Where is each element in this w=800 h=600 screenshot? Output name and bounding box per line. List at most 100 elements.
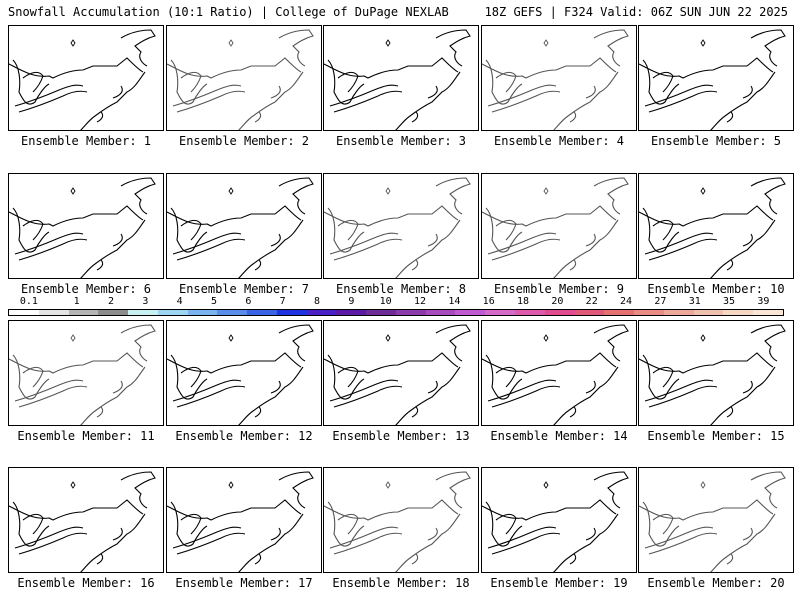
colorbar-segment <box>485 310 516 315</box>
colorbar-segment <box>366 310 396 315</box>
ensemble-panel <box>481 467 637 573</box>
colorbar-segment <box>9 310 39 315</box>
island-marker <box>385 334 391 342</box>
coastline-path <box>327 354 365 400</box>
coastline-path <box>639 205 774 227</box>
coastline-path <box>324 352 459 374</box>
coastline-path <box>9 57 144 79</box>
coastline-path <box>18 532 88 555</box>
island-marker <box>385 39 391 47</box>
map-outline <box>639 471 786 572</box>
coastline-path <box>12 354 50 400</box>
coastline-path <box>112 233 123 247</box>
colorbar-segment <box>187 310 218 315</box>
coastline-path <box>395 513 461 572</box>
coastline-path <box>329 379 399 402</box>
island-marker <box>543 187 549 195</box>
island-marker <box>385 187 391 195</box>
coastline-path <box>14 526 84 549</box>
colorbar-segment <box>128 310 158 315</box>
colorbar-tick-label: 1 <box>73 296 80 307</box>
coastline-path <box>270 233 281 247</box>
coastline-path <box>270 85 281 99</box>
coastline-path <box>170 207 208 253</box>
coastline-path <box>395 366 461 425</box>
coastline-path <box>553 366 619 425</box>
coastline-path <box>487 379 557 402</box>
coastline-path <box>180 71 202 93</box>
colorbar-segment <box>663 310 694 315</box>
colorbar-segment <box>98 310 129 315</box>
coastline-path <box>176 238 246 261</box>
coastline-path <box>9 499 144 521</box>
coastline-path <box>553 219 619 278</box>
map-outline <box>324 177 471 278</box>
colorbar-tick-label: 4 <box>176 296 183 307</box>
coastline-path <box>18 238 88 261</box>
coastline-path <box>495 219 517 241</box>
coastline-path <box>278 324 314 362</box>
coastline-path <box>411 111 419 123</box>
island-marker <box>70 481 76 489</box>
coastline-path <box>120 29 156 67</box>
coastline-path <box>9 205 144 227</box>
coastline-path <box>593 177 629 215</box>
coastline-path <box>648 90 718 113</box>
coastline-path <box>14 232 84 255</box>
coastline-path <box>495 366 517 388</box>
coastline-path <box>96 259 104 271</box>
coastline-path <box>337 513 359 535</box>
coastline-path <box>742 380 753 394</box>
coastline-path <box>411 406 419 418</box>
map-outline <box>9 324 156 425</box>
map-outline <box>324 471 471 572</box>
island-marker <box>228 334 234 342</box>
coastline-path <box>427 85 438 99</box>
ensemble-panel <box>166 173 322 279</box>
coastline-path <box>80 219 146 278</box>
coastline-path <box>427 527 438 541</box>
ensemble-member-label: Ensemble Member: 1 <box>20 134 152 148</box>
coastline-path <box>324 57 459 79</box>
coastline-path <box>485 501 523 547</box>
ensemble-panel <box>166 25 322 131</box>
coastline-path <box>642 59 680 105</box>
map-outline <box>167 324 314 425</box>
colorbar-tick-label: 7 <box>279 296 286 307</box>
colorbar-segment <box>723 310 754 315</box>
coastline-path <box>329 526 399 549</box>
coastline-path <box>112 85 123 99</box>
coastline-path <box>750 324 786 362</box>
coastline-path <box>270 380 281 394</box>
coastline-path <box>395 219 461 278</box>
coastline-path <box>593 29 629 67</box>
coastline-path <box>238 513 304 572</box>
colorbar-segment <box>425 310 456 315</box>
island-marker <box>543 39 549 47</box>
ensemble-member-label: Ensemble Member: 13 <box>332 429 470 443</box>
coastline-path <box>337 366 359 388</box>
ensemble-panel <box>8 467 164 573</box>
ensemble-member-label: Ensemble Member: 19 <box>490 576 628 590</box>
coastline-path <box>254 259 262 271</box>
coastline-path <box>172 526 242 549</box>
coastline-path <box>435 324 471 362</box>
coastline-path <box>742 85 753 99</box>
coastline-path <box>553 71 619 130</box>
coastline-path <box>112 380 123 394</box>
colorbar-segment <box>574 310 605 315</box>
colorbar-tick-label: 35 <box>723 296 736 307</box>
colorbar-tick-label: 5 <box>211 296 218 307</box>
colorbar-segment <box>544 310 575 315</box>
coastline-path <box>254 406 262 418</box>
coastline-path <box>22 366 44 388</box>
coastline-path <box>644 232 714 255</box>
coastline-path <box>238 366 304 425</box>
ensemble-panel <box>323 320 479 426</box>
ensemble-panel <box>166 320 322 426</box>
coastline-path <box>750 29 786 67</box>
colorbar-tick-label: 12 <box>414 296 427 307</box>
ensemble-member-label: Ensemble Member: 4 <box>493 134 625 148</box>
ensemble-panel <box>481 320 637 426</box>
map-outline <box>639 29 786 130</box>
